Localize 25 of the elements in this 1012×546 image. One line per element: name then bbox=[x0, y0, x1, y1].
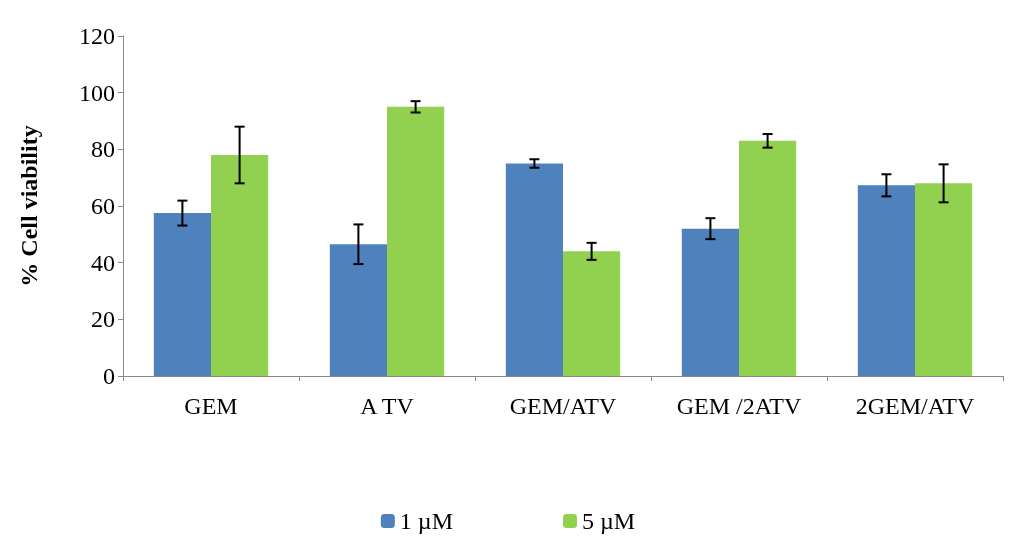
bar bbox=[211, 155, 269, 376]
y-tick-label: 0 bbox=[103, 363, 115, 389]
x-tick-label: GEM/ATV bbox=[509, 393, 617, 419]
x-tick-label: GEM bbox=[184, 393, 238, 419]
y-tick-label: 100 bbox=[79, 79, 115, 106]
legend-label: 1 µM bbox=[399, 508, 453, 534]
bar bbox=[563, 251, 621, 376]
x-tick-label: A TV bbox=[360, 393, 415, 419]
bar bbox=[857, 185, 915, 376]
bar bbox=[329, 244, 387, 376]
bar bbox=[681, 228, 739, 376]
legend-label: 5 µM bbox=[582, 508, 636, 534]
bar bbox=[153, 213, 211, 376]
y-axis-title: % Cell viability bbox=[16, 125, 42, 287]
bar bbox=[739, 140, 797, 376]
bar bbox=[387, 106, 445, 376]
y-tick-label: 40 bbox=[91, 249, 115, 276]
y-tick-label: 80 bbox=[91, 136, 115, 163]
bar bbox=[505, 163, 563, 376]
y-tick-label: 60 bbox=[91, 193, 115, 219]
x-tick-label: GEM /2ATV bbox=[676, 393, 802, 419]
y-tick-label: 20 bbox=[91, 306, 115, 333]
bar bbox=[915, 183, 973, 376]
y-tick-label: 120 bbox=[79, 23, 115, 49]
x-tick-label: 2GEM/ATV bbox=[855, 393, 975, 419]
